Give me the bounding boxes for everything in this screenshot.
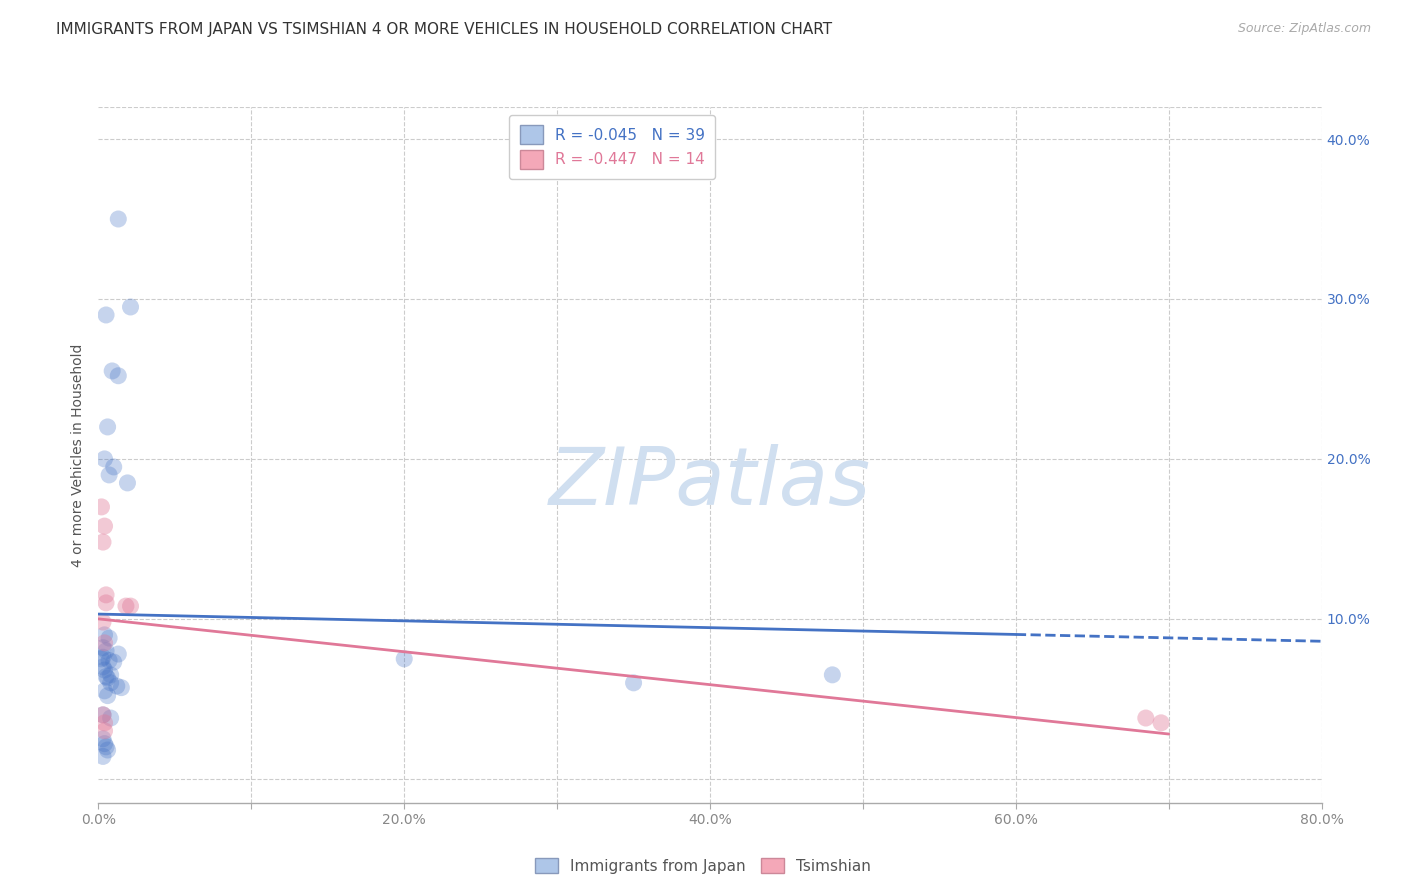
- Point: [93, 737, 115, 751]
- Point: [98, 467, 121, 482]
- Point: [107, 212, 129, 227]
- Point: [91, 615, 114, 629]
- Point: [94, 644, 117, 658]
- Text: ZIPatlas: ZIPatlas: [548, 443, 872, 522]
- Point: [105, 679, 128, 693]
- Point: [91, 707, 114, 722]
- Point: [100, 676, 122, 690]
- Point: [91, 749, 114, 764]
- Point: [93, 636, 115, 650]
- Point: [97, 420, 120, 434]
- Point: [1135, 711, 1157, 725]
- Y-axis label: 4 or more Vehicles in Household: 4 or more Vehicles in Household: [72, 343, 86, 566]
- Point: [110, 681, 132, 695]
- Point: [107, 647, 129, 661]
- Point: [117, 475, 139, 490]
- Point: [93, 723, 115, 738]
- Point: [98, 631, 121, 645]
- Point: [1150, 715, 1173, 730]
- Point: [392, 652, 416, 666]
- Point: [120, 300, 142, 314]
- Point: [103, 459, 125, 474]
- Point: [107, 368, 129, 383]
- Point: [94, 739, 117, 754]
- Point: [100, 668, 122, 682]
- Point: [91, 660, 114, 674]
- Point: [97, 671, 120, 685]
- Point: [103, 655, 125, 669]
- Point: [93, 715, 115, 730]
- Point: [821, 668, 844, 682]
- Legend: Immigrants from Japan, Tsimshian: Immigrants from Japan, Tsimshian: [529, 852, 877, 880]
- Point: [93, 519, 115, 533]
- Point: [93, 628, 115, 642]
- Point: [120, 599, 142, 613]
- Point: [97, 689, 120, 703]
- Point: [100, 711, 122, 725]
- Point: [93, 451, 115, 466]
- Point: [91, 640, 114, 655]
- Point: [623, 676, 645, 690]
- Point: [98, 653, 121, 667]
- Legend: R = -0.045   N = 39, R = -0.447   N = 14: R = -0.045 N = 39, R = -0.447 N = 14: [509, 115, 716, 179]
- Point: [91, 731, 114, 746]
- Text: Source: ZipAtlas.com: Source: ZipAtlas.com: [1237, 22, 1371, 36]
- Point: [90, 500, 112, 514]
- Point: [94, 308, 117, 322]
- Point: [91, 650, 114, 665]
- Point: [93, 663, 115, 677]
- Point: [97, 743, 120, 757]
- Point: [91, 535, 114, 549]
- Point: [90, 652, 112, 666]
- Text: IMMIGRANTS FROM JAPAN VS TSIMSHIAN 4 OR MORE VEHICLES IN HOUSEHOLD CORRELATION C: IMMIGRANTS FROM JAPAN VS TSIMSHIAN 4 OR …: [56, 22, 832, 37]
- Point: [93, 683, 115, 698]
- Point: [101, 364, 124, 378]
- Point: [94, 588, 117, 602]
- Point: [91, 707, 114, 722]
- Point: [94, 596, 117, 610]
- Point: [94, 669, 117, 683]
- Point: [115, 599, 138, 613]
